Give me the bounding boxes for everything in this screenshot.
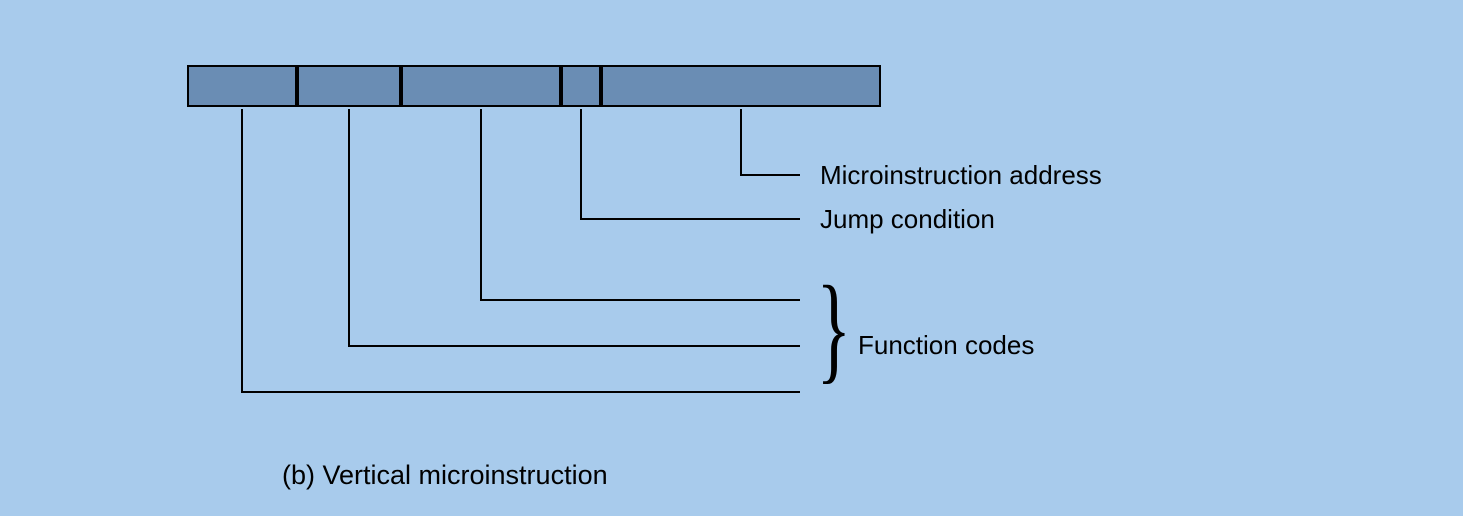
function-codes-brace: }: [817, 268, 852, 388]
lbl_jump: Jump condition: [820, 204, 995, 235]
lbl_addr: Microinstruction address: [820, 160, 1102, 191]
field-segment-2: [297, 65, 401, 107]
field-segment-4: [561, 65, 601, 107]
figure-caption: (b) Vertical microinstruction: [282, 460, 608, 491]
field-segment-1: [187, 65, 297, 107]
field-segment-5: [601, 65, 881, 107]
diagram-canvas: Microinstruction address Jump condition Fu…: [0, 0, 1463, 516]
field-segment-3: [401, 65, 561, 107]
lbl_func: Function codes: [858, 330, 1034, 361]
